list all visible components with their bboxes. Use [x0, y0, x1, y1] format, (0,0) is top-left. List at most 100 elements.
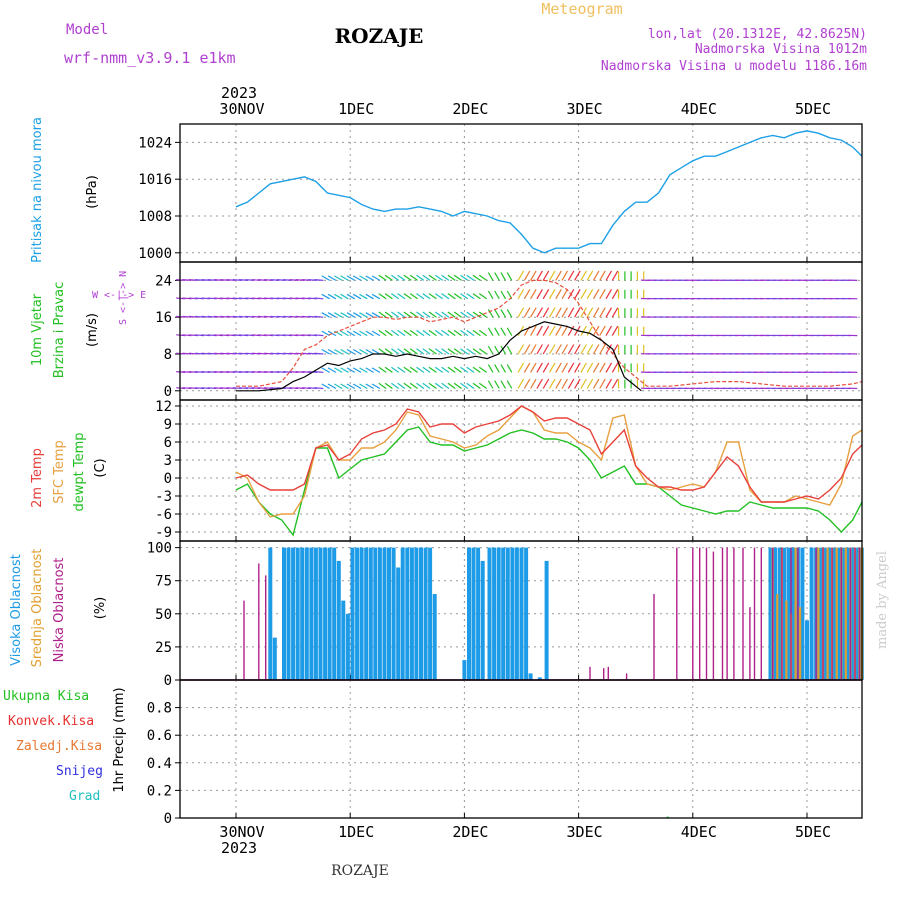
wind-barb — [391, 382, 400, 389]
cloud-bar-mid — [785, 600, 788, 680]
temperature-ytick-label: 9 — [164, 417, 172, 433]
wind-barb — [460, 293, 469, 300]
wind-barb — [359, 275, 368, 281]
wind-barb — [441, 366, 450, 373]
cloud-bar-high — [777, 547, 782, 680]
wind-barb — [340, 330, 349, 337]
wind-barb — [428, 329, 437, 337]
wind-barb — [327, 367, 337, 373]
wind-barb — [384, 382, 393, 389]
wind-barb — [409, 348, 418, 355]
wind-barb — [340, 293, 349, 300]
cloud-bar-low — [858, 547, 861, 680]
wind-barb — [605, 325, 613, 336]
wind-barb — [359, 383, 368, 390]
wind-barb — [592, 307, 600, 318]
precip-frame — [179, 679, 863, 819]
legend-conv-rain: Konvek.Kisa — [8, 714, 94, 729]
top-date-label: 5DEC — [795, 100, 831, 118]
temperature-line-2 — [235, 426, 863, 537]
cloud-bar-low — [258, 563, 260, 680]
wind-barb — [441, 311, 450, 318]
cloud-bar-high — [373, 547, 378, 680]
wind-barb — [434, 311, 444, 318]
wind-barb — [453, 366, 462, 373]
wind-barb — [460, 348, 469, 355]
top-date-label: 30NOV — [219, 100, 264, 118]
wind-barb — [409, 311, 418, 318]
cloud-bar-mid — [776, 594, 779, 680]
wind-barb — [599, 307, 606, 318]
cloud-bar-high — [419, 547, 423, 680]
precip-ytick-label: 0.4 — [147, 756, 172, 772]
wind-barb — [334, 293, 343, 300]
wind-barb — [422, 293, 431, 300]
wind-barb — [536, 307, 543, 318]
wind-barb — [384, 348, 393, 355]
wind-barb — [422, 311, 431, 318]
wind-barb — [567, 270, 575, 281]
wind-barb — [334, 348, 343, 355]
wind-barb — [542, 344, 550, 355]
wind-barb — [548, 362, 556, 373]
wind-barb — [494, 309, 500, 318]
clouds-ytick-label: 0 — [164, 673, 172, 689]
cloud-bar-high — [510, 547, 515, 680]
wind-barb — [466, 382, 475, 389]
wind-barb — [592, 378, 600, 389]
wind-barb — [548, 325, 556, 336]
wind-barb — [580, 344, 587, 355]
wind-barb — [517, 270, 525, 281]
wind-barb — [434, 366, 444, 373]
wind-barb — [314, 371, 324, 373]
wind-barb — [447, 293, 456, 300]
wind-barb — [359, 293, 368, 300]
wind-barb — [422, 329, 431, 337]
wind-barb — [487, 309, 494, 318]
wind-barb — [314, 352, 324, 355]
wind-barb — [346, 330, 356, 337]
wind-barb — [434, 293, 444, 300]
cloud-low-axis-title: Niska Oblacnost — [52, 558, 67, 663]
wind-barb — [321, 293, 330, 300]
wind-barb — [422, 274, 431, 281]
cloud-axis-unit: (%) — [93, 597, 108, 620]
panel-temperature: -9 -6 -3 0 3 6 9 12 — [155, 399, 863, 542]
cloud-bar-high — [268, 547, 273, 680]
wind-barb — [453, 311, 462, 318]
cloud-bar-high — [350, 547, 355, 680]
model-elevation-label: Nadmorska Visina u modelu 1186.16m — [601, 59, 867, 74]
wind-barb — [506, 380, 513, 389]
cloud-bar-mid — [826, 547, 829, 680]
wind-barb — [340, 312, 349, 318]
wind-barb — [422, 348, 431, 355]
wind-barb — [314, 387, 324, 390]
wind-barb — [586, 344, 594, 355]
wind-barb — [384, 329, 393, 337]
top-date-label: 4DEC — [681, 100, 717, 118]
wind-barb — [327, 383, 337, 390]
cloud-bar-low — [849, 547, 852, 680]
cloud-bar-high — [355, 547, 360, 680]
wind-barb — [346, 367, 356, 373]
wind-barb — [321, 348, 330, 355]
cloud-bar-low — [589, 666, 591, 680]
wind-barb — [542, 288, 550, 300]
wind-barb — [327, 293, 337, 300]
wind-barb — [478, 274, 488, 281]
cloud-bar-high — [387, 547, 391, 680]
wind-barb — [403, 293, 412, 300]
wind-barb — [506, 345, 513, 355]
cloud-bar-high — [544, 560, 549, 680]
cloud-bar-high — [432, 594, 437, 680]
legend-total-rain: Ukupna Kisa — [3, 689, 89, 704]
cloud-bar-high — [467, 547, 471, 680]
cloud-bar-high — [327, 547, 332, 680]
wind-barb — [447, 382, 456, 389]
wind-barb — [434, 274, 444, 281]
wind-barb — [346, 275, 356, 281]
cloud-bar-mid — [794, 547, 797, 680]
top-date-label: 1DEC — [338, 100, 374, 118]
wind-barb — [371, 312, 381, 318]
